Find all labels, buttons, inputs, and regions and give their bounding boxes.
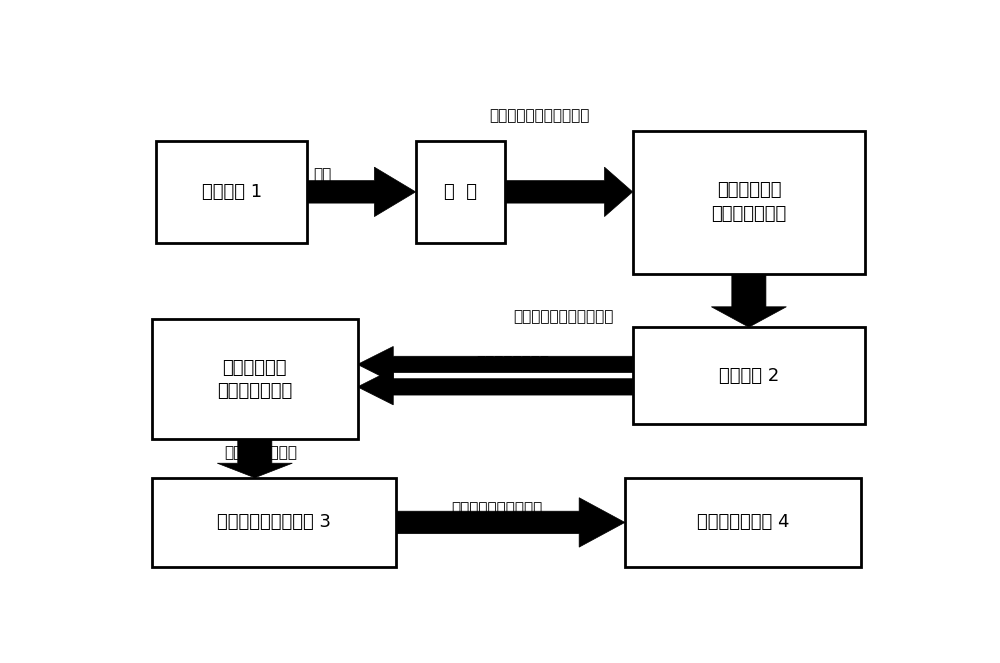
FancyBboxPatch shape: [152, 320, 358, 440]
Text: 激发光源 1: 激发光源 1: [202, 183, 262, 201]
FancyBboxPatch shape: [152, 478, 396, 567]
Polygon shape: [505, 167, 633, 217]
Text: 数字光谱强度分布图像: 数字光谱强度分布图像: [451, 501, 543, 516]
FancyBboxPatch shape: [416, 141, 505, 243]
Text: 出射光学装置
（聚焦、成像）: 出射光学装置 （聚焦、成像）: [217, 359, 292, 400]
Text: 样  品: 样 品: [444, 183, 477, 201]
Text: 特征荧光光谱（复合光）: 特征荧光光谱（复合光）: [489, 108, 590, 123]
Text: 入射光学装置
（准直、限光）: 入射光学装置 （准直、限光）: [711, 181, 786, 223]
FancyBboxPatch shape: [156, 141, 307, 243]
FancyBboxPatch shape: [633, 327, 865, 424]
Polygon shape: [358, 347, 633, 383]
Text: 光能: 光能: [314, 166, 332, 182]
Polygon shape: [307, 167, 416, 217]
Text: 光子计数成像探测器 3: 光子计数成像探测器 3: [217, 513, 331, 532]
Text: 光谱强度分布图像: 光谱强度分布图像: [476, 355, 549, 371]
Text: 特征荧光光谱（复合光）: 特征荧光光谱（复合光）: [513, 310, 613, 324]
Text: 信息处理及显示 4: 信息处理及显示 4: [697, 513, 789, 532]
Text: 光谱强度分布图像: 光谱强度分布图像: [224, 445, 297, 460]
Polygon shape: [711, 274, 786, 327]
Text: 分光系统 2: 分光系统 2: [719, 367, 779, 385]
Polygon shape: [217, 440, 292, 478]
Polygon shape: [396, 498, 625, 547]
FancyBboxPatch shape: [633, 131, 865, 274]
Polygon shape: [358, 369, 633, 405]
FancyBboxPatch shape: [625, 478, 861, 567]
